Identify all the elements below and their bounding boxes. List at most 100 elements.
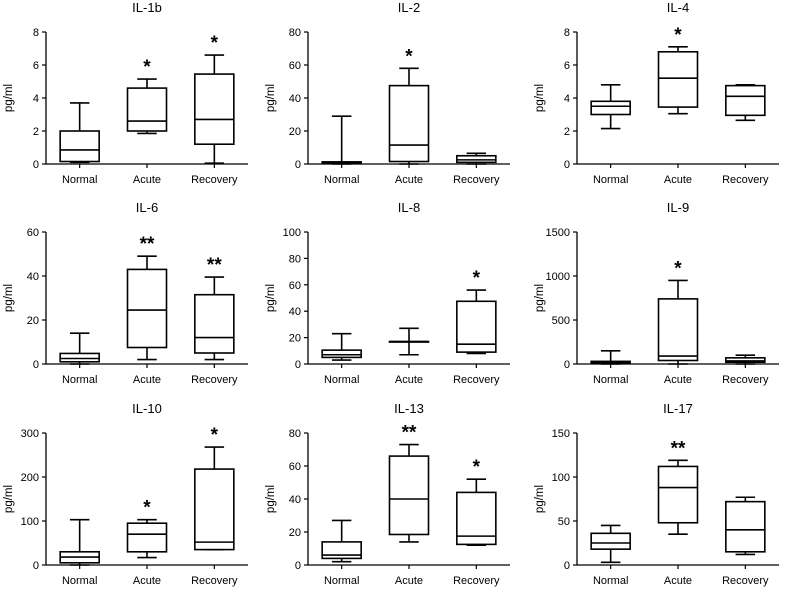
y-axis-label-il-9: pg/ml bbox=[534, 284, 546, 312]
x-tick-label-normal: Normal bbox=[62, 374, 97, 386]
box-il-10-acute: * bbox=[126, 498, 168, 559]
box-il-6-recovery: ** bbox=[194, 255, 235, 361]
panel-title-il-8: IL-8 bbox=[398, 200, 420, 215]
y-axis-label-il-1b: pg/ml bbox=[3, 84, 15, 112]
y-tick-label: 60 bbox=[289, 280, 301, 292]
x-tick-label-recovery: Recovery bbox=[191, 174, 238, 186]
iqr-box bbox=[126, 87, 168, 132]
significance-marker: * bbox=[405, 46, 413, 67]
iqr-box bbox=[725, 357, 766, 364]
iqr-box bbox=[59, 352, 100, 363]
iqr-box bbox=[657, 50, 699, 108]
significance-marker: * bbox=[674, 25, 682, 46]
iqr-box bbox=[321, 349, 362, 359]
panel-il-10: IL-10 pg/ml 0 100 200 300 Normal Acute * Recovery… bbox=[3, 401, 248, 587]
box-il-6-acute: ** bbox=[126, 234, 168, 361]
y-tick-label: 8 bbox=[564, 27, 570, 39]
y-tick-label: 20 bbox=[27, 315, 39, 327]
y-tick-label: 40 bbox=[289, 306, 301, 318]
box-il-9-recovery bbox=[725, 354, 766, 365]
iqr-box bbox=[388, 455, 430, 536]
panel-il-6: IL-6 pg/ml 0 20 40 60 Normal Acute ** Recovery ** bbox=[3, 200, 248, 386]
y-tick-label: 8 bbox=[33, 27, 39, 39]
y-tick-label: 80 bbox=[289, 27, 301, 39]
y-tick-label: 4 bbox=[564, 93, 570, 105]
y-tick-label: 20 bbox=[289, 333, 301, 345]
panel-il-9: IL-9 pg/ml 0 500 1000 1500 Normal Acute * Recover… bbox=[534, 200, 779, 386]
iqr-box bbox=[725, 84, 766, 117]
significance-marker: * bbox=[473, 268, 481, 289]
box-il-17-recovery bbox=[725, 496, 766, 556]
y-tick-label: 100 bbox=[283, 227, 301, 239]
y-tick-label: 40 bbox=[289, 494, 301, 506]
significance-marker: * bbox=[473, 457, 481, 478]
significance-marker: ** bbox=[140, 234, 155, 255]
y-tick-label: 2 bbox=[33, 126, 39, 138]
y-tick-label: 150 bbox=[552, 428, 570, 440]
box-il-13-normal bbox=[321, 519, 362, 563]
y-axis-label-il-8: pg/ml bbox=[265, 284, 277, 312]
y-tick-label: 6 bbox=[33, 60, 39, 72]
box-il-17-normal bbox=[590, 524, 631, 564]
y-tick-label: 0 bbox=[564, 359, 570, 371]
y-axis-label-il-4: pg/ml bbox=[534, 84, 546, 112]
panel-title-il-17: IL-17 bbox=[663, 401, 693, 416]
iqr-box bbox=[590, 532, 631, 550]
x-tick-label-acute: Acute bbox=[664, 575, 692, 587]
x-tick-label-normal: Normal bbox=[593, 174, 628, 186]
x-tick-label-recovery: Recovery bbox=[453, 374, 500, 386]
panel-title-il-9: IL-9 bbox=[667, 200, 689, 215]
x-tick-label-recovery: Recovery bbox=[453, 174, 500, 186]
y-tick-label: 0 bbox=[33, 560, 39, 572]
y-tick-label: 60 bbox=[27, 227, 39, 239]
y-tick-label: 20 bbox=[289, 126, 301, 138]
y-tick-label: 0 bbox=[33, 359, 39, 371]
x-tick-label-normal: Normal bbox=[62, 575, 97, 587]
box-il-9-acute: * bbox=[657, 258, 699, 365]
x-tick-label-recovery: Recovery bbox=[453, 575, 500, 587]
y-tick-label: 300 bbox=[21, 428, 39, 440]
box-il-8-recovery: * bbox=[456, 268, 497, 355]
panel-il-13: IL-13 pg/ml 0 20 40 60 80 Normal Acute ** Recovery… bbox=[265, 401, 510, 587]
significance-marker: * bbox=[143, 498, 151, 519]
x-tick-label-acute: Acute bbox=[133, 374, 161, 386]
significance-marker: * bbox=[674, 258, 682, 279]
y-tick-label: 50 bbox=[558, 516, 570, 528]
box-il-2-recovery bbox=[456, 152, 497, 165]
y-axis-label-il-17: pg/ml bbox=[534, 485, 546, 513]
x-tick-label-normal: Normal bbox=[593, 374, 628, 386]
panel-title-il-13: IL-13 bbox=[394, 401, 424, 416]
x-tick-label-recovery: Recovery bbox=[191, 575, 238, 587]
y-axis-label-il-13: pg/ml bbox=[265, 485, 277, 513]
box-il-10-normal bbox=[59, 518, 100, 566]
x-tick-label-normal: Normal bbox=[324, 575, 359, 587]
box-il-6-normal bbox=[59, 332, 100, 365]
iqr-box bbox=[657, 298, 699, 362]
y-tick-label: 0 bbox=[295, 159, 301, 171]
box-il-10-recovery: * bbox=[194, 425, 235, 551]
significance-marker: * bbox=[143, 57, 151, 78]
box-il-4-normal bbox=[590, 84, 631, 130]
y-tick-label: 40 bbox=[27, 271, 39, 283]
iqr-box bbox=[590, 100, 631, 116]
box-il-1b-acute: * bbox=[126, 57, 168, 135]
box-il-17-acute: ** bbox=[657, 438, 699, 536]
box-il-8-normal bbox=[321, 332, 362, 361]
y-tick-label: 0 bbox=[295, 560, 301, 572]
panel-il-1b: IL-1b pg/ml 0 2 4 6 8 Normal Acute * Recovery * bbox=[3, 0, 248, 186]
panel-title-il-2: IL-2 bbox=[398, 0, 420, 15]
significance-marker: * bbox=[211, 425, 219, 446]
panel-title-il-6: IL-6 bbox=[136, 200, 158, 215]
iqr-box bbox=[194, 73, 235, 145]
panel-il-4: IL-4 pg/ml 0 2 4 6 8 Normal Acute * Recovery bbox=[534, 0, 779, 186]
iqr-box bbox=[321, 541, 362, 560]
x-tick-label-recovery: Recovery bbox=[191, 374, 238, 386]
box-il-4-recovery bbox=[725, 84, 766, 122]
y-tick-label: 1000 bbox=[546, 271, 570, 283]
x-tick-label-normal: Normal bbox=[62, 174, 97, 186]
y-tick-label: 200 bbox=[21, 472, 39, 484]
box-il-2-acute: * bbox=[388, 46, 430, 165]
y-tick-label: 2 bbox=[564, 126, 570, 138]
